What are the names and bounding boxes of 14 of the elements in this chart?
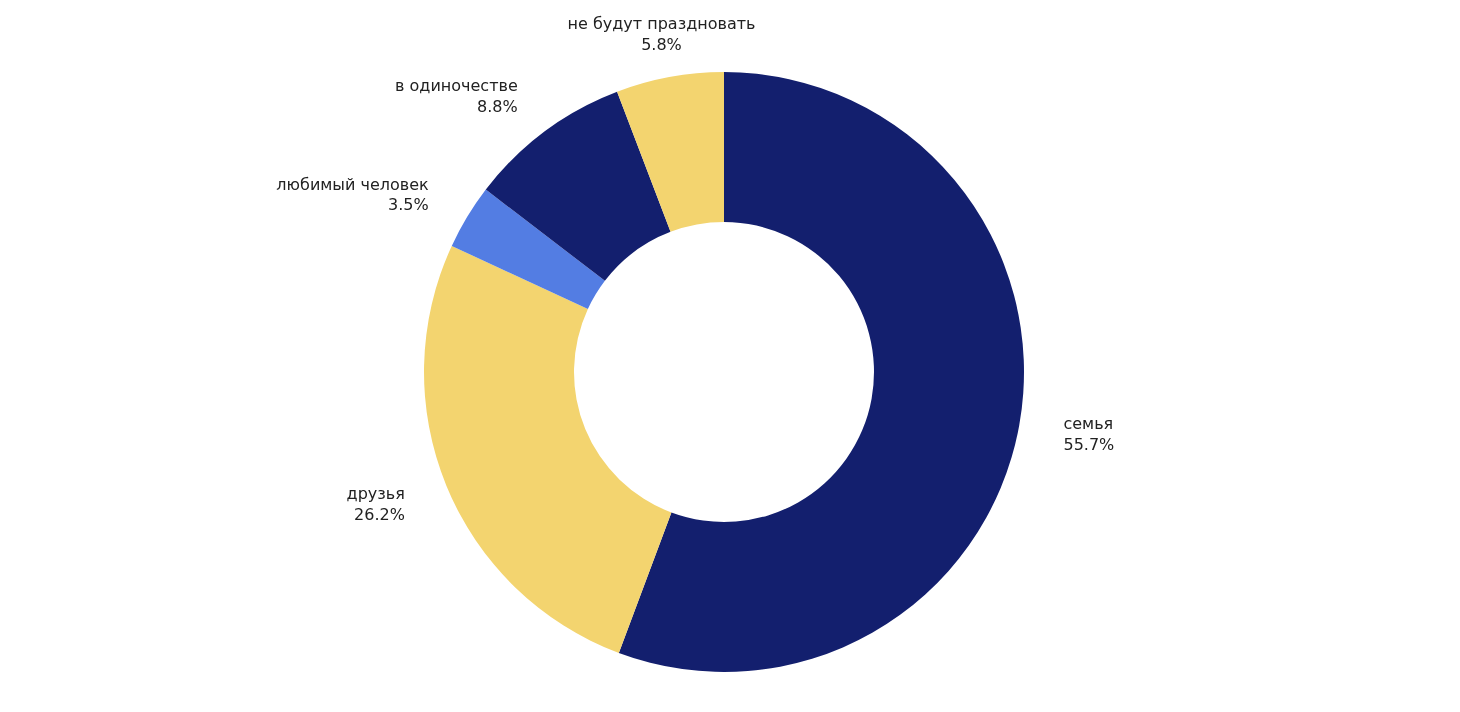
slice-label: семья: [1063, 414, 1114, 434]
data-label: 26.2%: [354, 504, 405, 524]
slice-label: любимый человек: [276, 174, 430, 194]
data-label: 5.8%: [641, 34, 682, 54]
donut-slice: [617, 72, 724, 232]
data-label: 8.8%: [477, 97, 518, 117]
donut-slice: [618, 72, 1024, 672]
data-label: 3.5%: [388, 195, 429, 215]
slice-label: в одиночестве: [395, 76, 518, 96]
slice-label: друзья: [346, 484, 405, 504]
donut-slice: [424, 245, 672, 653]
data-label: 55.7%: [1063, 435, 1115, 455]
slice-label: не будут праздновать: [567, 13, 756, 33]
donut-slice: [451, 189, 605, 309]
